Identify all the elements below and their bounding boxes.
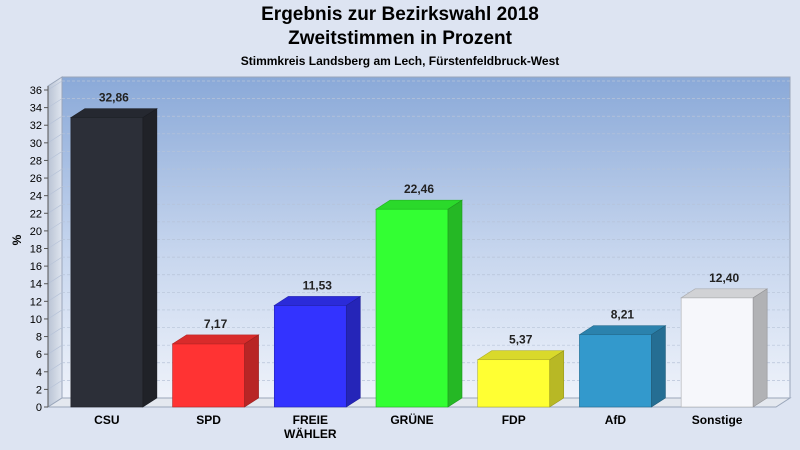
- y-tick-label: 18: [30, 244, 42, 256]
- chart-title: Ergebnis zur Bezirkswahl 2018: [261, 4, 539, 25]
- y-axis-label: %: [10, 234, 24, 245]
- y-tick-label: 16: [30, 261, 42, 273]
- x-tick-label: FREIE: [293, 413, 328, 427]
- y-tick-label: 0: [36, 402, 42, 414]
- y-tick-label: 32: [30, 120, 42, 132]
- bars: 32,86 7,17 11,53 22,46 5,37 8,21 12,40: [69, 91, 769, 408]
- x-tick-label: Sonstige: [692, 413, 743, 427]
- bar: [476, 350, 565, 408]
- y-tick-label: 22: [30, 208, 42, 220]
- y-tick-label: 30: [30, 138, 42, 150]
- y-tick-label: 24: [30, 191, 42, 203]
- y-tick-label: 12: [30, 296, 42, 308]
- bar: [374, 199, 464, 408]
- data-label: 12,40: [709, 271, 739, 285]
- y-tick-label: 36: [30, 85, 42, 97]
- y-tick-label: 14: [30, 279, 42, 291]
- y-tick-label: 6: [36, 349, 42, 361]
- bar: [69, 108, 158, 408]
- y-tick-label: 2: [36, 384, 42, 396]
- y-tick-label: 28: [30, 155, 42, 167]
- data-label: 7,17: [204, 317, 228, 331]
- y-tick-label: 4: [36, 367, 42, 379]
- y-tick-label: 34: [30, 103, 42, 115]
- y-tick-label: 10: [30, 314, 42, 326]
- x-tick-label: WÄHLER: [284, 426, 337, 441]
- bar: [578, 325, 667, 408]
- data-label: 11,53: [303, 278, 333, 292]
- bar: [273, 295, 362, 408]
- x-tick-label: CSU: [94, 413, 119, 427]
- bar: [680, 288, 769, 408]
- data-label: 22,46: [404, 182, 434, 196]
- x-tick-label: FDP: [502, 413, 526, 427]
- data-label: 32,86: [99, 91, 129, 105]
- y-tick-label: 26: [30, 173, 42, 185]
- chart-subtitle: Stimmkreis Landsberg am Lech, Fürstenfel…: [240, 54, 560, 68]
- data-label: 5,37: [509, 333, 533, 347]
- bar: [171, 334, 260, 408]
- data-label: 8,21: [611, 308, 635, 322]
- x-tick-label: AfD: [605, 413, 627, 427]
- y-tick-label: 8: [36, 332, 42, 344]
- y-tick-label: 20: [30, 226, 42, 238]
- chart-title-line2: Zweitstimmen in Prozent: [288, 28, 512, 49]
- x-tick-label: GRÜNE: [390, 412, 433, 427]
- x-tick-label: SPD: [196, 413, 221, 427]
